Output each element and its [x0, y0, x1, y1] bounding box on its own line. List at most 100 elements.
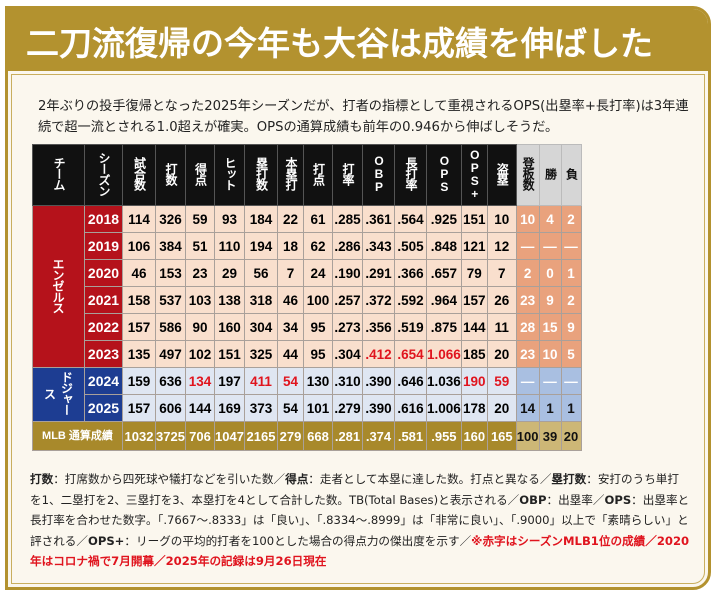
batting-stat-cell: 135	[122, 340, 156, 368]
batting-stat-cell: .372	[362, 286, 395, 314]
batting-stat-cell: 304	[244, 313, 278, 341]
column-header-label: 打点	[311, 162, 326, 185]
pitching-column-header: 勝	[538, 144, 562, 206]
table-row: 2019 106 384 51 110 194 18 62.286.343.505.848 12…	[33, 232, 582, 260]
total-row: MLB 通算成績 1032 3725 706 1047 2165 279 668.281.37…	[32, 421, 582, 451]
batting-stat-cell: .366	[394, 259, 427, 287]
column-header: OPS+	[460, 144, 488, 206]
batting-stat-cell: 178	[460, 394, 488, 422]
table-row: 2020 46 153 23 29 56 7 24.190.291.366.657 79 7 2 0 1	[33, 259, 582, 287]
total-batting-cell: 165	[486, 421, 517, 451]
season-cell: 2020	[84, 259, 123, 287]
pitching-stat-cell: 0	[538, 259, 562, 287]
batting-stat-cell: 160	[214, 313, 245, 341]
season-cell: 2024	[84, 367, 123, 395]
total-batting-cell: 3725	[155, 421, 186, 451]
batting-stat-cell: 190	[460, 367, 488, 395]
note-term: 得点	[285, 472, 309, 486]
table-row: エンゼルス 2018 114 326 59 93 184 22 61.285.361.564.9…	[32, 205, 582, 368]
batting-stat-cell: 130	[303, 367, 333, 395]
pitching-stat-cell: 5	[560, 340, 582, 368]
batting-stat-cell: 95	[303, 313, 333, 341]
batting-stat-cell: 194	[244, 232, 278, 260]
batting-stat-cell: 411	[244, 367, 278, 395]
batting-stat-cell: 138	[214, 286, 245, 314]
batting-stat-cell: .875	[426, 313, 462, 341]
total-batting-cell: 668	[303, 421, 333, 451]
table-row: 2021 158 537 103 138 318 46 100.257.372.592.964…	[33, 286, 582, 314]
total-batting-cell: 160	[460, 421, 488, 451]
pitching-stat-cell: 1	[538, 394, 562, 422]
batting-stat-cell: 11	[486, 313, 517, 341]
batting-stat-cell: 1.036	[426, 367, 462, 395]
note-term: 塁打数	[551, 472, 587, 486]
pitching-stat-cell: 9	[538, 286, 562, 314]
batting-stat-cell: .657	[426, 259, 462, 287]
batting-stat-cell: 1.066	[426, 340, 462, 368]
batting-stat-cell: 62	[303, 232, 333, 260]
batting-stat-cell: .616	[394, 394, 427, 422]
batting-stat-cell: 7	[277, 259, 304, 287]
batting-stat-cell: 61	[303, 205, 333, 233]
batting-stat-cell: 90	[185, 313, 215, 341]
batting-stat-cell: 169	[214, 394, 245, 422]
column-header: OPS	[426, 144, 462, 206]
batting-stat-cell: 101	[303, 394, 333, 422]
batting-stat-cell: .390	[362, 394, 395, 422]
column-header: 塁打数	[244, 144, 278, 206]
batting-stat-cell: 157	[122, 313, 156, 341]
batting-stat-cell: 184	[244, 205, 278, 233]
batting-stat-cell: 537	[155, 286, 186, 314]
table-row: 2022 157 586 90 160 304 34 95.273.356.519.875 14…	[33, 313, 582, 341]
table-row: 2025 157 606 144 169 373 54 101.279.390.616 1.00…	[33, 394, 582, 422]
pitching-stat-cell: 2	[515, 259, 540, 287]
pitching-stat-cell: 28	[515, 313, 540, 341]
batting-stat-cell: 185	[460, 340, 488, 368]
batting-stat-cell: 26	[486, 286, 517, 314]
batting-stat-cell: .592	[394, 286, 427, 314]
total-pitching-cell: 20	[560, 421, 582, 451]
note-remark: ※赤字はシーズンMLB1位の成績／2020年はコロナ禍で7月開幕／2025年の記…	[30, 533, 690, 569]
batting-stat-cell: 106	[122, 232, 156, 260]
note-text: ：出塁率と長打率を合わせた数字。「.7667～.8333」は「良い」、「.833…	[30, 492, 690, 548]
pitching-stat-cell: —	[515, 232, 540, 260]
total-batting-cell: 706	[185, 421, 215, 451]
batting-stat-cell: .654	[394, 340, 427, 368]
column-header-label: OPS	[437, 154, 452, 193]
batting-stat-cell: .279	[332, 394, 363, 422]
batting-stat-cell: .356	[362, 313, 395, 341]
pitching-stat-cell: 23	[515, 286, 540, 314]
total-pitching-cell: 39	[538, 421, 562, 451]
pitching-stat-cell: 2	[560, 205, 582, 233]
batting-stat-cell: .285	[332, 205, 363, 233]
batting-stat-cell: 1.006	[426, 394, 462, 422]
pitching-stat-cell: 2	[560, 286, 582, 314]
column-header-label: 負	[564, 168, 579, 179]
total-batting-cell: 2165	[244, 421, 278, 451]
batting-stat-cell: .564	[394, 205, 427, 233]
batting-stat-cell: 29	[214, 259, 245, 287]
batting-stat-cell: .519	[394, 313, 427, 341]
column-header: 打率	[332, 144, 363, 206]
batting-stat-cell: 12	[486, 232, 517, 260]
batting-stat-cell: 100	[303, 286, 333, 314]
column-header-label: シーズン	[97, 151, 111, 196]
note-text: ：安打のうち単打を1、二塁打を2、三塁打を3、本塁打を4として合計した数。TB(…	[30, 472, 679, 507]
batting-stat-cell: .848	[426, 232, 462, 260]
column-header-label: チーム	[52, 157, 66, 190]
note-text: ：リーグの平均的打者を100とした場合の得点力の傑出度を示す／	[124, 533, 472, 548]
table-row: 2023 135 497 102 151 325 44 95.304.412.654 1.066…	[33, 340, 582, 368]
column-header: チーム	[32, 144, 85, 206]
column-header-label: 塁打数	[254, 157, 269, 190]
batting-stat-cell: 384	[155, 232, 186, 260]
note-term: OPS	[604, 492, 632, 507]
note-text: ：出塁率／	[546, 492, 605, 507]
batting-stat-cell: 151	[214, 340, 245, 368]
batting-stat-cell: 636	[155, 367, 186, 395]
batting-stat-cell: 22	[277, 205, 304, 233]
pitching-stat-cell: —	[515, 367, 540, 395]
column-header: シーズン	[84, 144, 123, 206]
pitching-stat-cell: 14	[515, 394, 540, 422]
total-label: MLB 通算成績	[32, 421, 123, 451]
batting-stat-cell: 159	[122, 367, 156, 395]
